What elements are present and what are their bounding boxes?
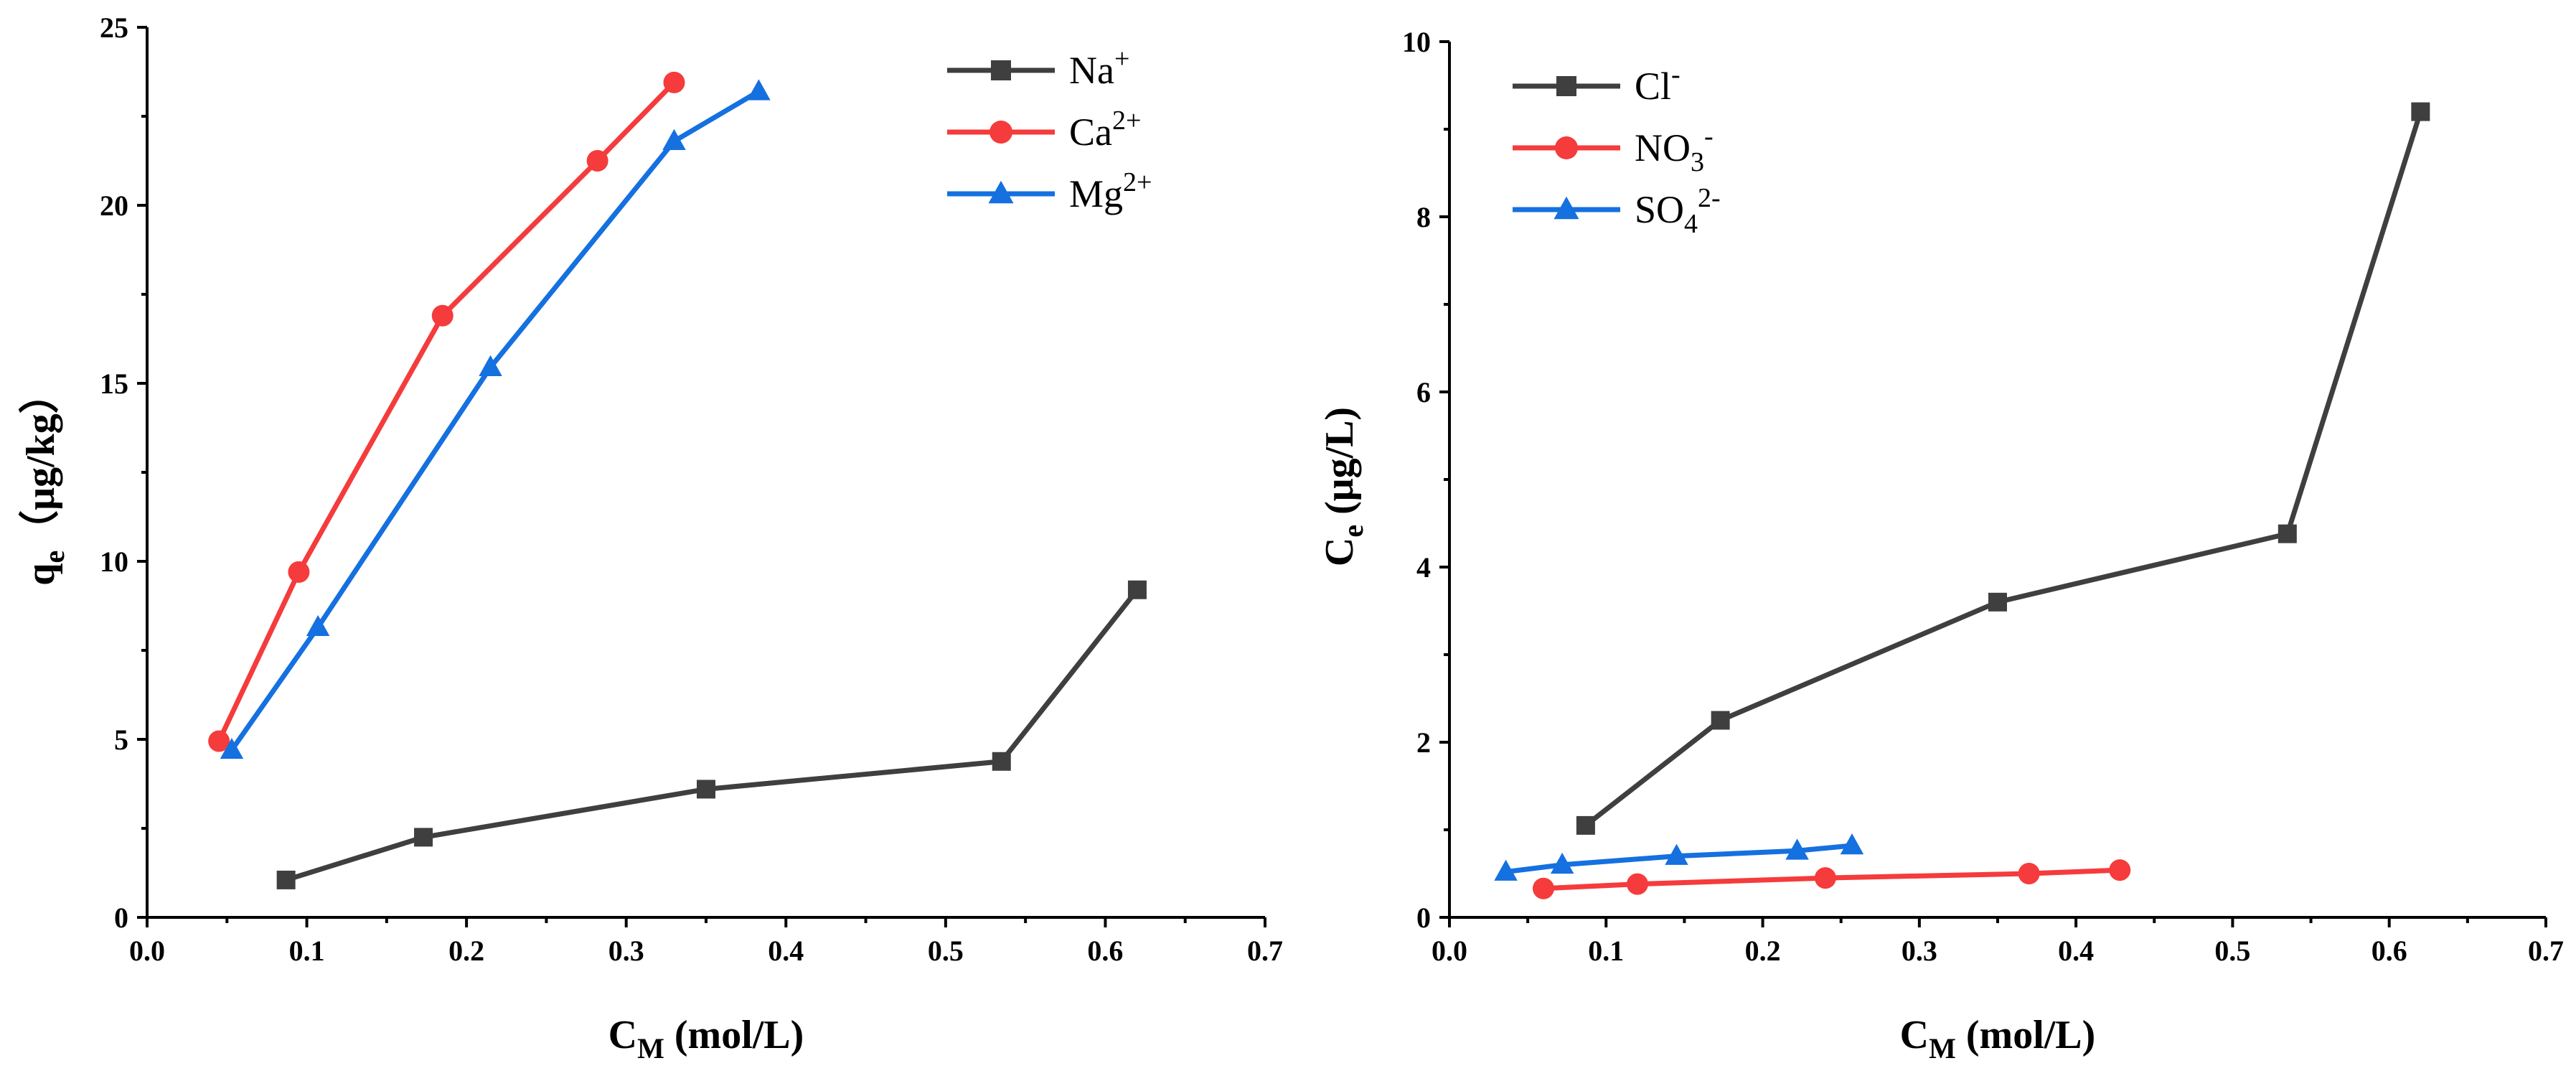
data-point (2411, 102, 2430, 121)
series-so (1494, 833, 1864, 881)
data-point (208, 730, 230, 752)
data-point (276, 870, 296, 889)
legend-marker (989, 121, 1012, 144)
x-tick-label: 0.2 (448, 935, 484, 967)
y-tick-label: 20 (100, 190, 128, 222)
data-point (288, 561, 310, 583)
data-point (431, 304, 453, 327)
data-point (1665, 843, 1688, 865)
data-point (1550, 852, 1574, 874)
data-point (2018, 863, 2040, 884)
data-point (414, 828, 433, 847)
axes: 0.0 0.1 0.2 0.3 0.4 0.5 0.6 0.7 0 5 10 15 20 25 (100, 11, 1283, 967)
x-tick-label: 0.7 (1247, 935, 1283, 967)
legend-item: SO42- (1513, 183, 1721, 239)
data-point (1988, 592, 2007, 612)
data-point (1576, 815, 1595, 835)
series-ca (208, 71, 685, 752)
series-mg (220, 79, 771, 759)
series-line (1584, 111, 2423, 828)
data-point (1532, 877, 1554, 899)
x-tick-label: 0.6 (2371, 935, 2407, 967)
legend-marker (1553, 196, 1579, 220)
series-na (276, 580, 1147, 889)
legend-label: NO3- (1635, 121, 1714, 177)
data-point (586, 150, 608, 172)
legend-label: Mg2+ (1069, 167, 1152, 215)
x-tick-label: 0.2 (1745, 935, 1781, 967)
data-point (747, 79, 771, 100)
legend-item: Cl- (1513, 60, 1680, 108)
data-point (2109, 859, 2131, 881)
data-point (1785, 838, 1809, 860)
data-point (1814, 867, 1836, 889)
y-tick-label: 5 (114, 724, 128, 756)
y-tick-label: 15 (100, 368, 128, 400)
data-point (662, 128, 686, 151)
x-tick-label: 0.1 (1588, 935, 1624, 967)
x-tick-label: 0.7 (2528, 935, 2564, 967)
x-tick-label: 0.3 (1902, 935, 1937, 967)
y-axis-title: qe（μg/kg） (18, 373, 70, 585)
data-point (1840, 833, 1864, 855)
chart-concentration-anions: 0.0 0.1 0.2 0.3 0.4 0.5 0.6 0.7 0 2 4 6 8 10 CM (mol/… (1317, 26, 2564, 1065)
y-axis-title: Ce (μg/L) (1317, 407, 1369, 566)
y-tick-label: 10 (100, 546, 128, 578)
y-tick-label: 8 (1416, 201, 1431, 233)
y-tick-label: 2 (1416, 726, 1431, 759)
data-point (2277, 524, 2297, 543)
axes: 0.0 0.1 0.2 0.3 0.4 0.5 0.6 0.7 0 2 4 6 8 10 (1402, 26, 2564, 967)
x-tick-label: 0.5 (2214, 935, 2250, 967)
x-tick-label: 0.4 (2058, 935, 2094, 967)
data-point (992, 752, 1011, 771)
legend-marker (991, 60, 1011, 80)
x-tick-label: 0.6 (1087, 935, 1123, 967)
series-line (230, 89, 761, 752)
legend-label: Cl- (1635, 60, 1680, 108)
data-point (1711, 711, 1730, 730)
legend-item: Na+ (947, 44, 1129, 92)
legend-item: Ca2+ (947, 106, 1141, 154)
data-point (1127, 580, 1147, 599)
y-tick-label: 0 (1416, 902, 1431, 934)
legend-item: Mg2+ (947, 167, 1152, 215)
series-line (285, 588, 1139, 883)
x-axis-title: CM (mol/L) (1900, 1013, 2096, 1065)
legend: Cl- NO3- SO42- (1513, 60, 1721, 239)
y-tick-label: 6 (1416, 376, 1431, 408)
data-point (1494, 859, 1518, 881)
legend-label: Na+ (1069, 44, 1129, 92)
legend-item: NO3- (1513, 121, 1714, 177)
data-point (1626, 873, 1648, 895)
data-point (479, 355, 502, 376)
y-tick-label: 0 (114, 902, 128, 934)
y-tick-label: 25 (100, 11, 128, 44)
series-cl (1576, 102, 2430, 835)
x-tick-label: 0.3 (608, 935, 644, 967)
x-tick-label: 0.1 (289, 935, 325, 967)
x-tick-label: 0.0 (129, 935, 165, 967)
series-layer (1494, 102, 2430, 899)
legend-label: Ca2+ (1069, 106, 1141, 154)
x-tick-label: 0.4 (768, 935, 804, 967)
data-point (663, 71, 685, 93)
data-point (306, 614, 330, 637)
series-line (216, 80, 676, 742)
x-axis-title: CM (mol/L) (608, 1013, 804, 1065)
data-point (697, 780, 715, 799)
chart-adsorption-cations: 0.0 0.1 0.2 0.3 0.4 0.5 0.6 0.7 0 5 10 15 20 25 CM (m… (18, 11, 1283, 1065)
legend-marker (1556, 76, 1576, 96)
series-no (1532, 859, 2131, 899)
x-tick-label: 0.0 (1432, 935, 1467, 967)
legend-marker (988, 180, 1014, 204)
y-tick-label: 4 (1416, 551, 1431, 584)
data-point (220, 737, 244, 759)
legend-label: SO42- (1635, 183, 1721, 239)
legend-marker (1555, 136, 1578, 159)
x-tick-label: 0.5 (928, 935, 964, 967)
y-tick-label: 10 (1402, 26, 1431, 58)
series-layer (208, 71, 1147, 889)
legend: Na+ Ca2+ Mg2+ (947, 44, 1152, 215)
